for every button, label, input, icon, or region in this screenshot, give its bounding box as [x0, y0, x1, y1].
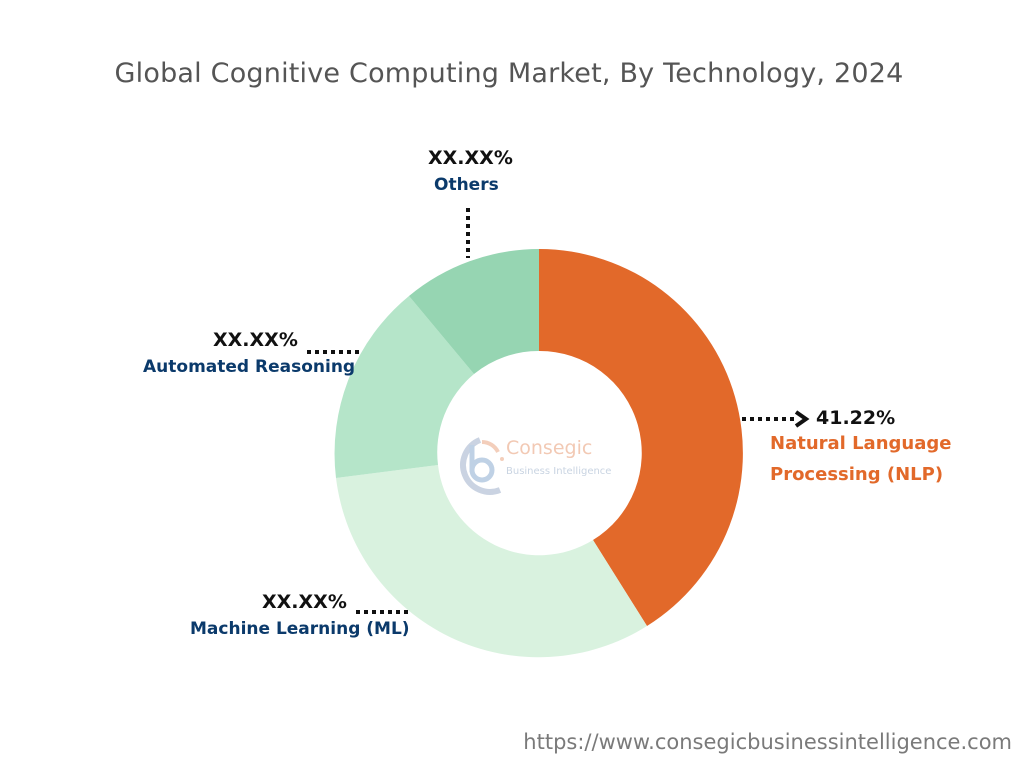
slice-others: [409, 249, 539, 374]
nlp-label-line1: Natural Language: [770, 433, 952, 454]
slice-nlp: [539, 249, 743, 626]
slice-ar: [334, 296, 474, 478]
others-percent: XX.XX%: [428, 147, 513, 169]
ar-percent: XX.XX%: [213, 329, 298, 351]
nlp-percent: 41.22%: [816, 407, 896, 429]
footer-url: https://www.consegicbusinessintelligence…: [523, 730, 1012, 754]
chart-title: Global Cognitive Computing Market, By Te…: [114, 58, 904, 89]
ar-label: Automated Reasoning: [143, 357, 356, 377]
watermark-line1: Consegic: [506, 437, 593, 459]
others-label: Others: [434, 175, 499, 195]
nlp-label-line2: Processing (NLP): [770, 464, 944, 485]
slice-ml: [336, 465, 647, 658]
arrow-nlp-icon: [794, 410, 810, 428]
ml-percent: XX.XX%: [262, 591, 347, 613]
consegic-logo-icon: [460, 437, 504, 495]
ml-label: Machine Learning (ML): [190, 619, 410, 639]
watermark-line2: Business Intelligence: [506, 466, 612, 477]
